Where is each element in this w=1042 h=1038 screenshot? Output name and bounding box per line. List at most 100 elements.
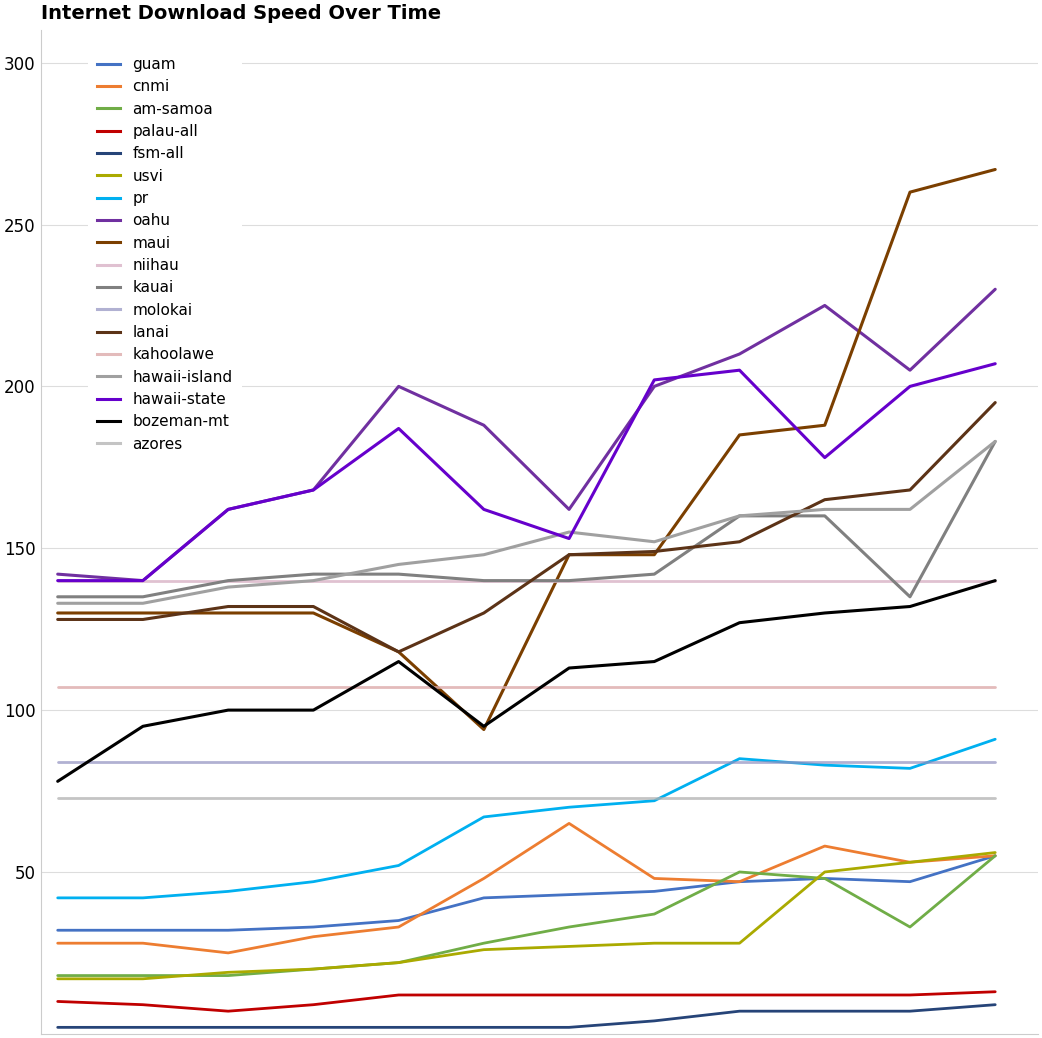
- molokai: [648, 756, 661, 768]
- bozeman-mt: [903, 600, 916, 612]
- lanai: [648, 545, 661, 557]
- fsm-all: [222, 1021, 234, 1034]
- azores: [477, 791, 490, 803]
- bozeman-mt: [563, 662, 575, 675]
- guam: [734, 875, 746, 887]
- oahu: [989, 283, 1001, 296]
- bozeman-mt: [307, 704, 320, 716]
- hawaii-island: [307, 574, 320, 586]
- kahoolawe: [137, 681, 149, 693]
- molokai: [563, 756, 575, 768]
- am-samoa: [51, 969, 64, 982]
- lanai: [819, 493, 832, 506]
- Line: hawaii-island: hawaii-island: [57, 441, 995, 603]
- hawaii-state: [903, 380, 916, 392]
- lanai: [137, 613, 149, 626]
- pr: [307, 875, 320, 887]
- cnmi: [393, 921, 405, 933]
- usvi: [137, 973, 149, 985]
- pr: [989, 733, 1001, 745]
- Line: oahu: oahu: [57, 290, 995, 580]
- cnmi: [51, 937, 64, 950]
- kauai: [563, 574, 575, 586]
- niihau: [137, 574, 149, 586]
- cnmi: [819, 840, 832, 852]
- niihau: [648, 574, 661, 586]
- azores: [819, 791, 832, 803]
- azores: [137, 791, 149, 803]
- pr: [563, 801, 575, 814]
- kahoolawe: [477, 681, 490, 693]
- molokai: [393, 756, 405, 768]
- am-samoa: [648, 908, 661, 921]
- palau-all: [648, 989, 661, 1002]
- fsm-all: [989, 999, 1001, 1011]
- palau-all: [989, 985, 1001, 998]
- lanai: [477, 607, 490, 620]
- cnmi: [563, 817, 575, 829]
- niihau: [307, 574, 320, 586]
- cnmi: [137, 937, 149, 950]
- azores: [307, 791, 320, 803]
- hawaii-island: [563, 526, 575, 539]
- guam: [307, 921, 320, 933]
- pr: [393, 859, 405, 872]
- kauai: [307, 568, 320, 580]
- niihau: [51, 574, 64, 586]
- maui: [648, 548, 661, 561]
- hawaii-state: [819, 452, 832, 464]
- bozeman-mt: [648, 655, 661, 667]
- hawaii-state: [989, 357, 1001, 370]
- maui: [307, 607, 320, 620]
- bozeman-mt: [51, 775, 64, 788]
- palau-all: [137, 999, 149, 1011]
- cnmi: [222, 947, 234, 959]
- niihau: [222, 574, 234, 586]
- Line: cnmi: cnmi: [57, 823, 995, 953]
- Line: guam: guam: [57, 855, 995, 930]
- kahoolawe: [222, 681, 234, 693]
- molokai: [222, 756, 234, 768]
- oahu: [648, 380, 661, 392]
- usvi: [989, 846, 1001, 858]
- pr: [648, 794, 661, 807]
- kahoolawe: [819, 681, 832, 693]
- usvi: [307, 963, 320, 976]
- oahu: [51, 568, 64, 580]
- palau-all: [51, 995, 64, 1008]
- oahu: [137, 574, 149, 586]
- Line: usvi: usvi: [57, 852, 995, 979]
- usvi: [563, 940, 575, 953]
- hawaii-island: [903, 503, 916, 516]
- azores: [903, 791, 916, 803]
- niihau: [989, 574, 1001, 586]
- usvi: [222, 966, 234, 979]
- guam: [989, 849, 1001, 862]
- niihau: [477, 574, 490, 586]
- cnmi: [477, 872, 490, 884]
- palau-all: [903, 989, 916, 1002]
- kahoolawe: [51, 681, 64, 693]
- fsm-all: [51, 1021, 64, 1034]
- kahoolawe: [648, 681, 661, 693]
- hawaii-island: [222, 581, 234, 594]
- fsm-all: [903, 1005, 916, 1017]
- Line: fsm-all: fsm-all: [57, 1005, 995, 1028]
- kahoolawe: [563, 681, 575, 693]
- lanai: [393, 646, 405, 658]
- kauai: [903, 591, 916, 603]
- Legend: guam, cnmi, am-samoa, palau-all, fsm-all, usvi, pr, oahu, maui, niihau, kauai, m: guam, cnmi, am-samoa, palau-all, fsm-all…: [89, 48, 242, 461]
- oahu: [222, 503, 234, 516]
- azores: [222, 791, 234, 803]
- usvi: [903, 856, 916, 869]
- am-samoa: [222, 969, 234, 982]
- lanai: [51, 613, 64, 626]
- oahu: [903, 364, 916, 377]
- hawaii-state: [51, 574, 64, 586]
- lanai: [222, 600, 234, 612]
- am-samoa: [137, 969, 149, 982]
- pr: [222, 885, 234, 898]
- hawaii-state: [563, 532, 575, 545]
- hawaii-island: [734, 510, 746, 522]
- palau-all: [307, 999, 320, 1011]
